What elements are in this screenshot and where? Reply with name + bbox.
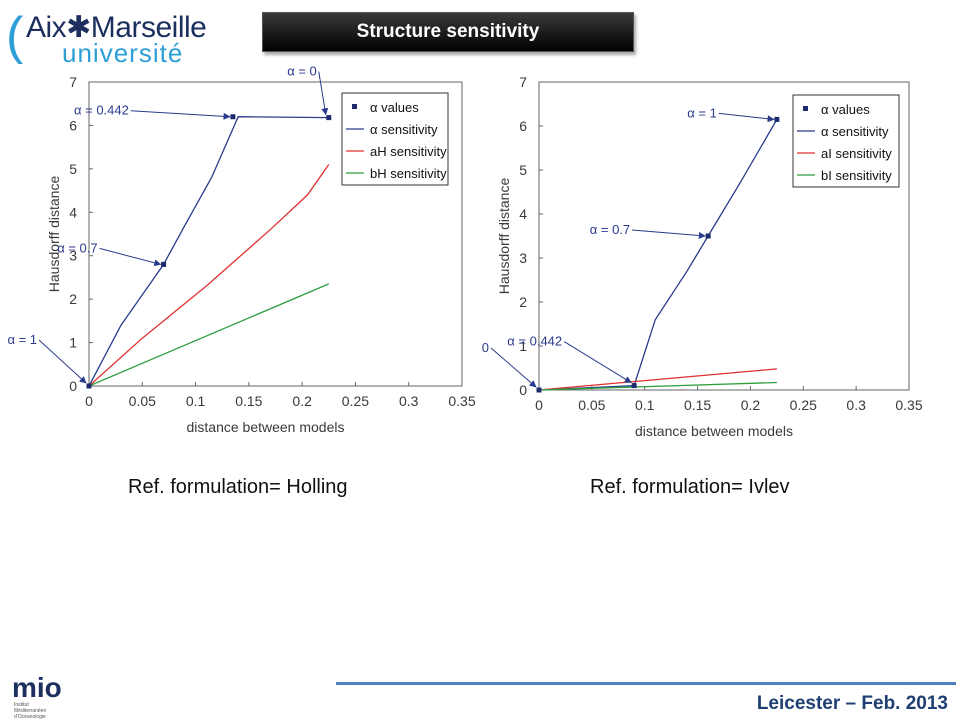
logo-line2: université <box>62 38 184 68</box>
legend-label: α values <box>821 102 870 117</box>
alpha-annotation: α = 1 <box>7 332 37 347</box>
y-tick-label: 2 <box>519 294 527 310</box>
alpha-value-point <box>705 233 711 239</box>
x-tick-label: 0.2 <box>741 397 761 413</box>
annotation-arrow <box>130 110 231 120</box>
x-tick-label: 0.35 <box>448 393 475 409</box>
y-tick-label: 1 <box>69 335 77 351</box>
footer-text: Leicester – Feb. 2013 <box>756 693 948 714</box>
legend-label: α values <box>370 100 419 115</box>
legend-marker <box>803 106 808 111</box>
mio-logo: mio Institut Méditerranéen d'Océanologie <box>6 672 76 720</box>
footer-divider <box>336 682 956 685</box>
alpha-annotation: α = 0.442 <box>74 103 129 118</box>
x-axis-label: distance between models <box>187 419 345 435</box>
slide-title: Structure sensitivity <box>262 12 634 52</box>
y-tick-label: 7 <box>519 74 527 90</box>
chart-holling: 0 0.05 0.1 0.15 0.2 0.25 0.3 0.35 0 1 2 3 4 5 6 7 distan… <box>7 64 475 435</box>
y-tick-label: 6 <box>69 117 77 133</box>
annotation-arrow <box>718 112 775 123</box>
annotation-arrow <box>318 71 329 116</box>
x-tick-label: 0.25 <box>790 397 817 413</box>
x-axis-label: distance between models <box>635 423 793 439</box>
y-tick-label: 4 <box>519 206 527 222</box>
series-line-3 <box>88 283 330 387</box>
x-tick-label: 0.3 <box>846 397 866 413</box>
y-tick-label: 0 <box>69 378 77 394</box>
y-tick-label: 4 <box>69 204 77 220</box>
alpha-value-point <box>536 387 542 393</box>
annotation-arrow <box>490 347 537 388</box>
alpha-value-point <box>86 383 92 389</box>
y-tick-label: 7 <box>69 74 77 90</box>
annotation-arrow <box>563 341 632 384</box>
mio-logo-text: mio <box>12 672 62 703</box>
legend-label: α sensitivity <box>370 122 438 137</box>
y-axis-label: Hausdorff distance <box>496 178 512 295</box>
x-tick-label: 0.05 <box>129 393 156 409</box>
x-tick-label: 0.35 <box>895 397 922 413</box>
x-tick-label: 0 <box>535 397 543 413</box>
alpha-value-point <box>326 115 332 121</box>
legend-label: aI sensitivity <box>821 146 892 161</box>
y-tick-label: 3 <box>69 248 77 264</box>
legend-label: aH sensitivity <box>370 144 447 159</box>
alpha-value-point <box>631 383 637 389</box>
x-tick-label: 0.25 <box>342 393 369 409</box>
alpha-value-point <box>774 116 780 122</box>
y-tick-label: 5 <box>69 161 77 177</box>
series-line-2 <box>88 164 330 387</box>
annotation-arrow <box>632 229 706 239</box>
x-tick-label: 0.3 <box>399 393 419 409</box>
legend-label: α sensitivity <box>821 124 889 139</box>
alpha-annotation: α = 0.442 <box>507 334 562 349</box>
alpha-annotation: α = 0.7 <box>57 240 97 255</box>
logo-line1: Aix✱Marseille <box>26 11 207 44</box>
caption-ivlev: Ref. formulation= Ivlev <box>590 476 790 498</box>
y-tick-label: 3 <box>519 250 527 266</box>
y-tick-label: 6 <box>519 118 527 134</box>
legend-label: bI sensitivity <box>821 168 892 183</box>
x-tick-label: 0.2 <box>292 393 312 409</box>
legend-box <box>341 92 449 186</box>
y-tick-label: 2 <box>69 291 77 307</box>
alpha-annotation: α = 0 <box>480 340 489 355</box>
y-axis-label: Hausdorff distance <box>46 176 62 293</box>
alpha-annotation: α = 0.7 <box>590 222 630 237</box>
alpha-value-point <box>161 261 167 267</box>
x-tick-label: 0.15 <box>684 397 711 413</box>
mio-logo-subtext: Institut Méditerranéen d'Océanologie <box>14 702 47 720</box>
chart-ivlev: 0 0.05 0.1 0.15 0.2 0.25 0.3 0.35 0 1 2 3 4 5 6 7 distan… <box>480 74 923 439</box>
x-tick-label: 0.1 <box>635 397 655 413</box>
y-tick-label: 1 <box>519 338 527 354</box>
y-tick-label: 0 <box>519 382 527 398</box>
legend-marker <box>352 104 357 109</box>
legend-box <box>792 94 900 188</box>
series-line-1 <box>88 116 329 387</box>
series-line-3 <box>538 381 777 391</box>
x-tick-label: 0.15 <box>235 393 262 409</box>
aix-marseille-logo: ( Aix✱Marseille université <box>6 7 207 68</box>
alpha-annotation: α = 1 <box>687 105 717 120</box>
legend-label: bH sensitivity <box>370 166 447 181</box>
caption-holling: Ref. formulation= Holling <box>128 476 348 498</box>
x-tick-label: 0 <box>85 393 93 409</box>
alpha-value-point <box>230 114 236 120</box>
series-line-2 <box>538 368 777 391</box>
alpha-annotation: α = 0 <box>287 64 317 79</box>
y-tick-label: 5 <box>519 162 527 178</box>
annotation-arrow <box>38 339 87 384</box>
x-tick-label: 0.05 <box>578 397 605 413</box>
x-tick-label: 0.1 <box>186 393 206 409</box>
annotation-arrow <box>99 247 162 267</box>
